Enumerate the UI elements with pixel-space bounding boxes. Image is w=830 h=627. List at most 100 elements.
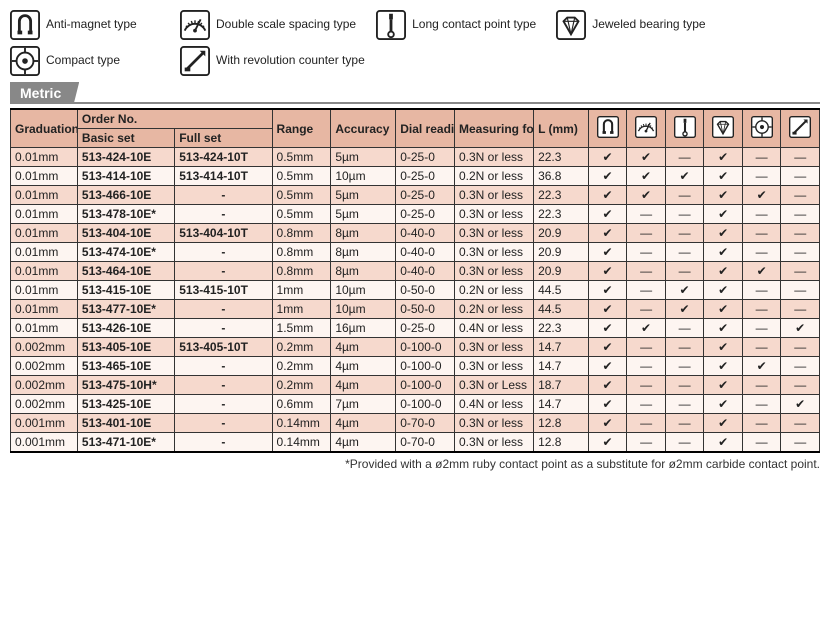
table-cell: ✔ — [704, 205, 743, 224]
table-cell: 513-415-10E — [77, 281, 174, 300]
table-cell: — — [665, 186, 704, 205]
table-cell: - — [175, 376, 272, 395]
table-cell: - — [175, 243, 272, 262]
table-cell: — — [742, 281, 781, 300]
table-cell: — — [781, 167, 820, 186]
table-cell: — — [781, 433, 820, 453]
table-cell: 513-414-10E — [77, 167, 174, 186]
table-cell: 0-100-0 — [396, 395, 455, 414]
table-cell: ✔ — [704, 376, 743, 395]
table-cell: 14.7 — [534, 395, 589, 414]
table-cell: - — [175, 300, 272, 319]
table-cell: ✔ — [588, 376, 627, 395]
table-cell: — — [781, 357, 820, 376]
table-cell: ✔ — [588, 224, 627, 243]
table-cell: — — [742, 167, 781, 186]
table-cell: 5µm — [331, 148, 396, 167]
table-cell: 0.3N or Less — [455, 376, 534, 395]
table-cell: — — [781, 281, 820, 300]
table-row: 0.01mm513-414-10E513-414-10T0.5mm10µm0-2… — [11, 167, 820, 186]
table-cell: 1.5mm — [272, 319, 331, 338]
table-cell: 0.2mm — [272, 338, 331, 357]
table-cell: — — [665, 243, 704, 262]
table-cell: - — [175, 319, 272, 338]
table-cell: 0.2mm — [272, 376, 331, 395]
doublescale-icon — [180, 10, 210, 40]
table-cell: — — [627, 338, 666, 357]
section-underline — [10, 102, 820, 104]
col-l-mm: L (mm) — [534, 109, 589, 148]
compact-icon — [751, 116, 773, 138]
table-cell: — — [665, 338, 704, 357]
table-cell: ✔ — [627, 186, 666, 205]
table-cell: - — [175, 262, 272, 281]
table-row: 0.001mm513-401-10E-0.14mm4µm0-70-00.3N o… — [11, 414, 820, 433]
table-cell: 0.01mm — [11, 205, 78, 224]
table-cell: 513-404-10T — [175, 224, 272, 243]
table-cell: — — [742, 414, 781, 433]
table-cell: 0.5mm — [272, 205, 331, 224]
table-cell: — — [781, 148, 820, 167]
table-cell: — — [627, 262, 666, 281]
legend-item-revcounter: With revolution counter type — [180, 46, 365, 76]
table-cell: — — [665, 376, 704, 395]
table-cell: - — [175, 357, 272, 376]
table-cell: 513-401-10E — [77, 414, 174, 433]
table-cell: ✔ — [742, 186, 781, 205]
table-cell: ✔ — [781, 395, 820, 414]
table-cell: 0.5mm — [272, 186, 331, 205]
table-cell: 513-475-10H* — [77, 376, 174, 395]
table-cell: — — [742, 376, 781, 395]
table-cell: — — [742, 338, 781, 357]
table-cell: — — [781, 376, 820, 395]
legend-label: Long contact point type — [412, 18, 536, 31]
table-cell: — — [742, 224, 781, 243]
table-cell: 0.14mm — [272, 433, 331, 453]
table-row: 0.01mm513-477-10E*-1mm10µm0-50-00.2N or … — [11, 300, 820, 319]
table-cell: 513-474-10E* — [77, 243, 174, 262]
table-cell: 0.01mm — [11, 319, 78, 338]
col-basic-set: Basic set — [77, 129, 174, 148]
table-cell: 12.8 — [534, 414, 589, 433]
table-cell: — — [742, 300, 781, 319]
table-cell: 0.2N or less — [455, 300, 534, 319]
table-cell: — — [781, 186, 820, 205]
table-cell: 513-465-10E — [77, 357, 174, 376]
table-cell: — — [627, 395, 666, 414]
table-cell: 0.3N or less — [455, 243, 534, 262]
table-cell: 513-425-10E — [77, 395, 174, 414]
table-cell: 12.8 — [534, 433, 589, 453]
table-cell: ✔ — [627, 167, 666, 186]
table-cell: — — [665, 357, 704, 376]
table-cell: ✔ — [704, 186, 743, 205]
table-cell: ✔ — [704, 167, 743, 186]
table-cell: — — [742, 243, 781, 262]
table-cell: ✔ — [588, 148, 627, 167]
table-cell: ✔ — [588, 167, 627, 186]
table-cell: 0-100-0 — [396, 376, 455, 395]
jeweled-icon — [556, 10, 586, 40]
table-cell: — — [781, 224, 820, 243]
table-cell: 0.2mm — [272, 357, 331, 376]
table-cell: 0.2N or less — [455, 167, 534, 186]
table-cell: — — [781, 205, 820, 224]
longcontact-icon — [674, 116, 696, 138]
table-cell: — — [627, 376, 666, 395]
col-range: Range — [272, 109, 331, 148]
table-cell: ✔ — [588, 186, 627, 205]
table-cell: ✔ — [704, 319, 743, 338]
table-cell: 0-25-0 — [396, 319, 455, 338]
table-cell: ✔ — [588, 338, 627, 357]
table-cell: 0.002mm — [11, 357, 78, 376]
table-cell: ✔ — [781, 319, 820, 338]
table-cell: 22.3 — [534, 148, 589, 167]
table-cell: — — [742, 148, 781, 167]
table-cell: — — [665, 205, 704, 224]
table-cell: 22.3 — [534, 186, 589, 205]
table-cell: - — [175, 205, 272, 224]
table-cell: 0.3N or less — [455, 205, 534, 224]
table-cell: ✔ — [588, 243, 627, 262]
table-cell: 10µm — [331, 167, 396, 186]
table-cell: 0-25-0 — [396, 186, 455, 205]
table-row: 0.002mm513-425-10E-0.6mm7µm0-100-00.4N o… — [11, 395, 820, 414]
